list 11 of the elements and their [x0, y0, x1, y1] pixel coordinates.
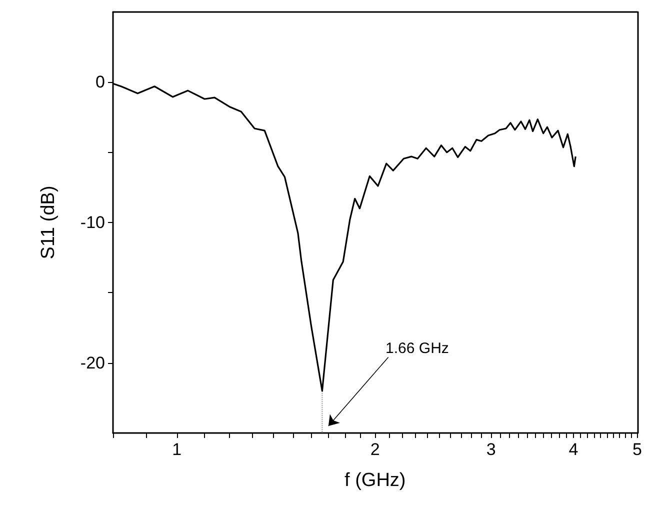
- x-axis-title: f (GHz): [344, 470, 406, 491]
- x-tick-label: 4: [568, 440, 578, 459]
- x-tick-label: 5: [632, 440, 642, 459]
- y-tick-label: -20: [80, 353, 105, 372]
- x-tick-label: 2: [370, 440, 380, 459]
- y-axis-title: S11 (dB): [38, 186, 59, 260]
- y-tick-label: -10: [80, 213, 105, 232]
- x-tick-label: 1: [172, 440, 182, 459]
- y-tick-label: 0: [96, 72, 105, 92]
- annotation: 1.66 GHz: [386, 340, 449, 358]
- x-tick-label: 3: [486, 440, 496, 459]
